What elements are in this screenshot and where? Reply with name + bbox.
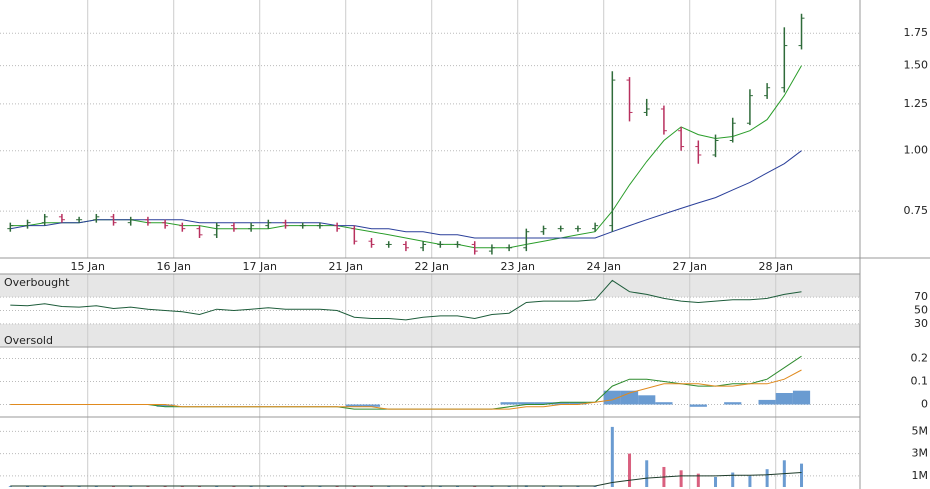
band-label: Oversold — [4, 334, 53, 347]
volume-bar — [387, 486, 391, 487]
macd-histogram — [620, 390, 639, 405]
volume-bar — [731, 472, 735, 487]
volume-bar — [421, 486, 425, 487]
indicator-line — [10, 355, 802, 410]
macd-histogram — [156, 404, 174, 407]
macd-histogram — [345, 404, 363, 407]
band-label: Overbought — [4, 276, 70, 289]
x-tick-label: 16 Jan — [156, 260, 190, 273]
y-tick-label: 70 — [914, 290, 928, 303]
indicator-line — [10, 150, 802, 239]
y-tick-label: 3M — [912, 447, 929, 460]
y-tick-label: 0.2 — [911, 352, 929, 365]
volume-bar — [559, 486, 563, 487]
macd-histogram — [362, 404, 381, 407]
volume-bar — [593, 486, 597, 487]
y-tick-label: 0.1 — [911, 375, 929, 388]
volume-bar — [232, 486, 236, 487]
macd-histogram — [569, 402, 587, 405]
macd-histogram — [603, 390, 621, 405]
volume-bar — [679, 470, 683, 487]
y-tick-label: 1.75 — [904, 26, 929, 39]
macd-histogram — [517, 402, 535, 405]
volume-bar — [490, 486, 494, 487]
volume-bar — [404, 486, 408, 487]
volume-bar — [696, 473, 700, 487]
macd-histogram — [638, 395, 656, 405]
macd-histogram — [500, 402, 518, 405]
x-tick-label: 27 Jan — [672, 260, 706, 273]
volume-bar — [765, 469, 769, 487]
volume-bar — [335, 486, 339, 487]
volume-bar — [112, 486, 116, 487]
volume-bar — [146, 486, 150, 487]
y-tick-label: 5M — [912, 424, 929, 437]
volume-bar — [215, 486, 219, 487]
oversold-band — [0, 323, 860, 347]
y-tick-label: 0 — [921, 398, 928, 411]
macd-histogram — [758, 399, 776, 405]
x-tick-label: 28 Jan — [758, 260, 792, 273]
indicator-line — [10, 369, 802, 410]
volume-bar — [129, 486, 133, 487]
volume-bar — [284, 486, 288, 487]
x-tick-label: 24 Jan — [586, 260, 620, 273]
macd-histogram — [792, 390, 811, 405]
macd-histogram — [552, 402, 570, 405]
volume-bar — [628, 453, 632, 487]
volume-bar — [301, 486, 305, 487]
volume-bar — [473, 486, 477, 487]
volume-bar — [77, 486, 81, 487]
y-tick-label: 1.25 — [904, 97, 929, 110]
y-tick-label: 1.00 — [904, 144, 929, 157]
y-tick-label: 1M — [912, 469, 929, 482]
indicator-line — [10, 65, 802, 249]
volume-bar — [318, 486, 322, 487]
volume-bar — [748, 475, 752, 487]
volume-bar — [249, 486, 253, 487]
indicator-line — [10, 472, 802, 487]
volume-bar — [800, 463, 804, 487]
volume-bar — [507, 486, 511, 487]
macd-histogram — [724, 402, 742, 405]
macd-histogram — [655, 402, 673, 405]
overbought-band — [0, 274, 860, 298]
volume-bar — [8, 486, 12, 487]
volume-bar — [714, 476, 718, 487]
volume-bar — [576, 486, 580, 487]
y-tick-label: 0.75 — [904, 204, 929, 217]
x-tick-label: 17 Jan — [242, 260, 276, 273]
x-tick-label: 15 Jan — [70, 260, 104, 273]
macd-histogram — [534, 402, 553, 405]
y-tick-label: 50 — [914, 304, 928, 317]
macd-histogram — [689, 404, 707, 407]
volume-bar — [180, 486, 184, 487]
x-tick-label: 22 Jan — [414, 260, 448, 273]
indicator-line — [10, 279, 802, 321]
volume-bar — [645, 460, 649, 487]
y-tick-label: 30 — [914, 317, 928, 330]
x-tick-label: 23 Jan — [500, 260, 534, 273]
macd-histogram — [775, 393, 793, 405]
volume-bar — [43, 486, 47, 487]
volume-bar — [610, 426, 614, 487]
volume-bar — [438, 486, 442, 487]
x-tick-label: 21 Jan — [328, 260, 362, 273]
y-tick-label: 1.50 — [904, 59, 929, 72]
